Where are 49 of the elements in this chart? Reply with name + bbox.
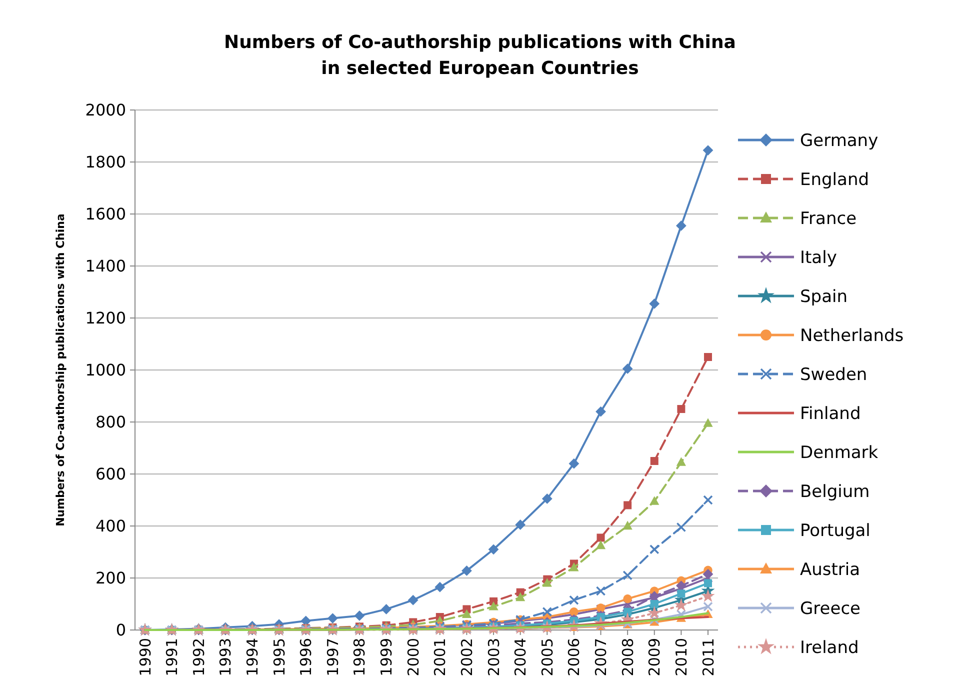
x-tick-label: 2006: [565, 638, 584, 676]
y-tick-label: 1600: [85, 204, 126, 224]
x-tick-label: 2004: [512, 638, 530, 676]
x-tick-label: 1998: [350, 638, 369, 676]
y-tick-label: 1200: [85, 308, 126, 328]
y-tick-label: 0: [116, 620, 126, 640]
x-tick-label: 1990: [136, 638, 154, 676]
x-tick-label: 2005: [538, 638, 556, 676]
y-tick-label: 2000: [85, 100, 126, 120]
y-tick-label: 1400: [85, 256, 126, 276]
legend-label: Spain: [800, 286, 848, 307]
legend-label: Ireland: [800, 638, 859, 658]
x-tick-label: 2010: [672, 638, 690, 676]
x-tick-label: 2011: [699, 638, 718, 676]
legend-label: Denmark: [800, 442, 878, 463]
x-tick-label: 2001: [431, 638, 450, 676]
legend-label: Germany: [800, 130, 878, 151]
legend-label: Greece: [800, 598, 861, 619]
legend-label: Austria: [800, 560, 860, 580]
x-tick-label: 1993: [216, 638, 235, 676]
chart-title: Numbers of Co-authorship publications with China in selected European Countries: [224, 32, 736, 79]
y-tick-label: 800: [95, 412, 126, 432]
y-tick-label: 200: [95, 568, 126, 588]
y-tick-label: 1800: [85, 152, 126, 172]
legend-label: France: [800, 208, 857, 229]
x-tick-label: 1996: [297, 638, 316, 676]
x-tick-label: 1991: [163, 638, 182, 676]
x-tick-label: 2000: [404, 638, 422, 676]
legend-label: Portugal: [800, 520, 870, 541]
legend-label: Netherlands: [800, 326, 904, 346]
x-tick-label: 2007: [592, 638, 610, 676]
legend-label: Finland: [800, 404, 861, 424]
legend-label: Italy: [800, 248, 837, 268]
x-tick-label: 2009: [646, 638, 664, 676]
x-tick-label: 1992: [190, 638, 208, 676]
legend-label: Belgium: [800, 482, 870, 502]
y-tick-label: 400: [95, 516, 126, 536]
x-tick-label: 1994: [243, 638, 262, 676]
x-tick-label: 1997: [324, 638, 342, 676]
x-tick-label: 2003: [484, 638, 503, 676]
legend-label: England: [800, 170, 870, 190]
x-tick-label: 2002: [458, 638, 476, 676]
x-tick-label: 1999: [378, 638, 396, 676]
x-tick-label: 2008: [618, 638, 637, 676]
y-axis-title: Numbers of Co-authorship publications with China: [54, 214, 67, 526]
y-tick-label: 1000: [85, 360, 126, 380]
legend-label: Sweden: [800, 364, 868, 385]
x-tick-label: 1995: [270, 638, 288, 676]
y-tick-label: 600: [95, 464, 126, 484]
